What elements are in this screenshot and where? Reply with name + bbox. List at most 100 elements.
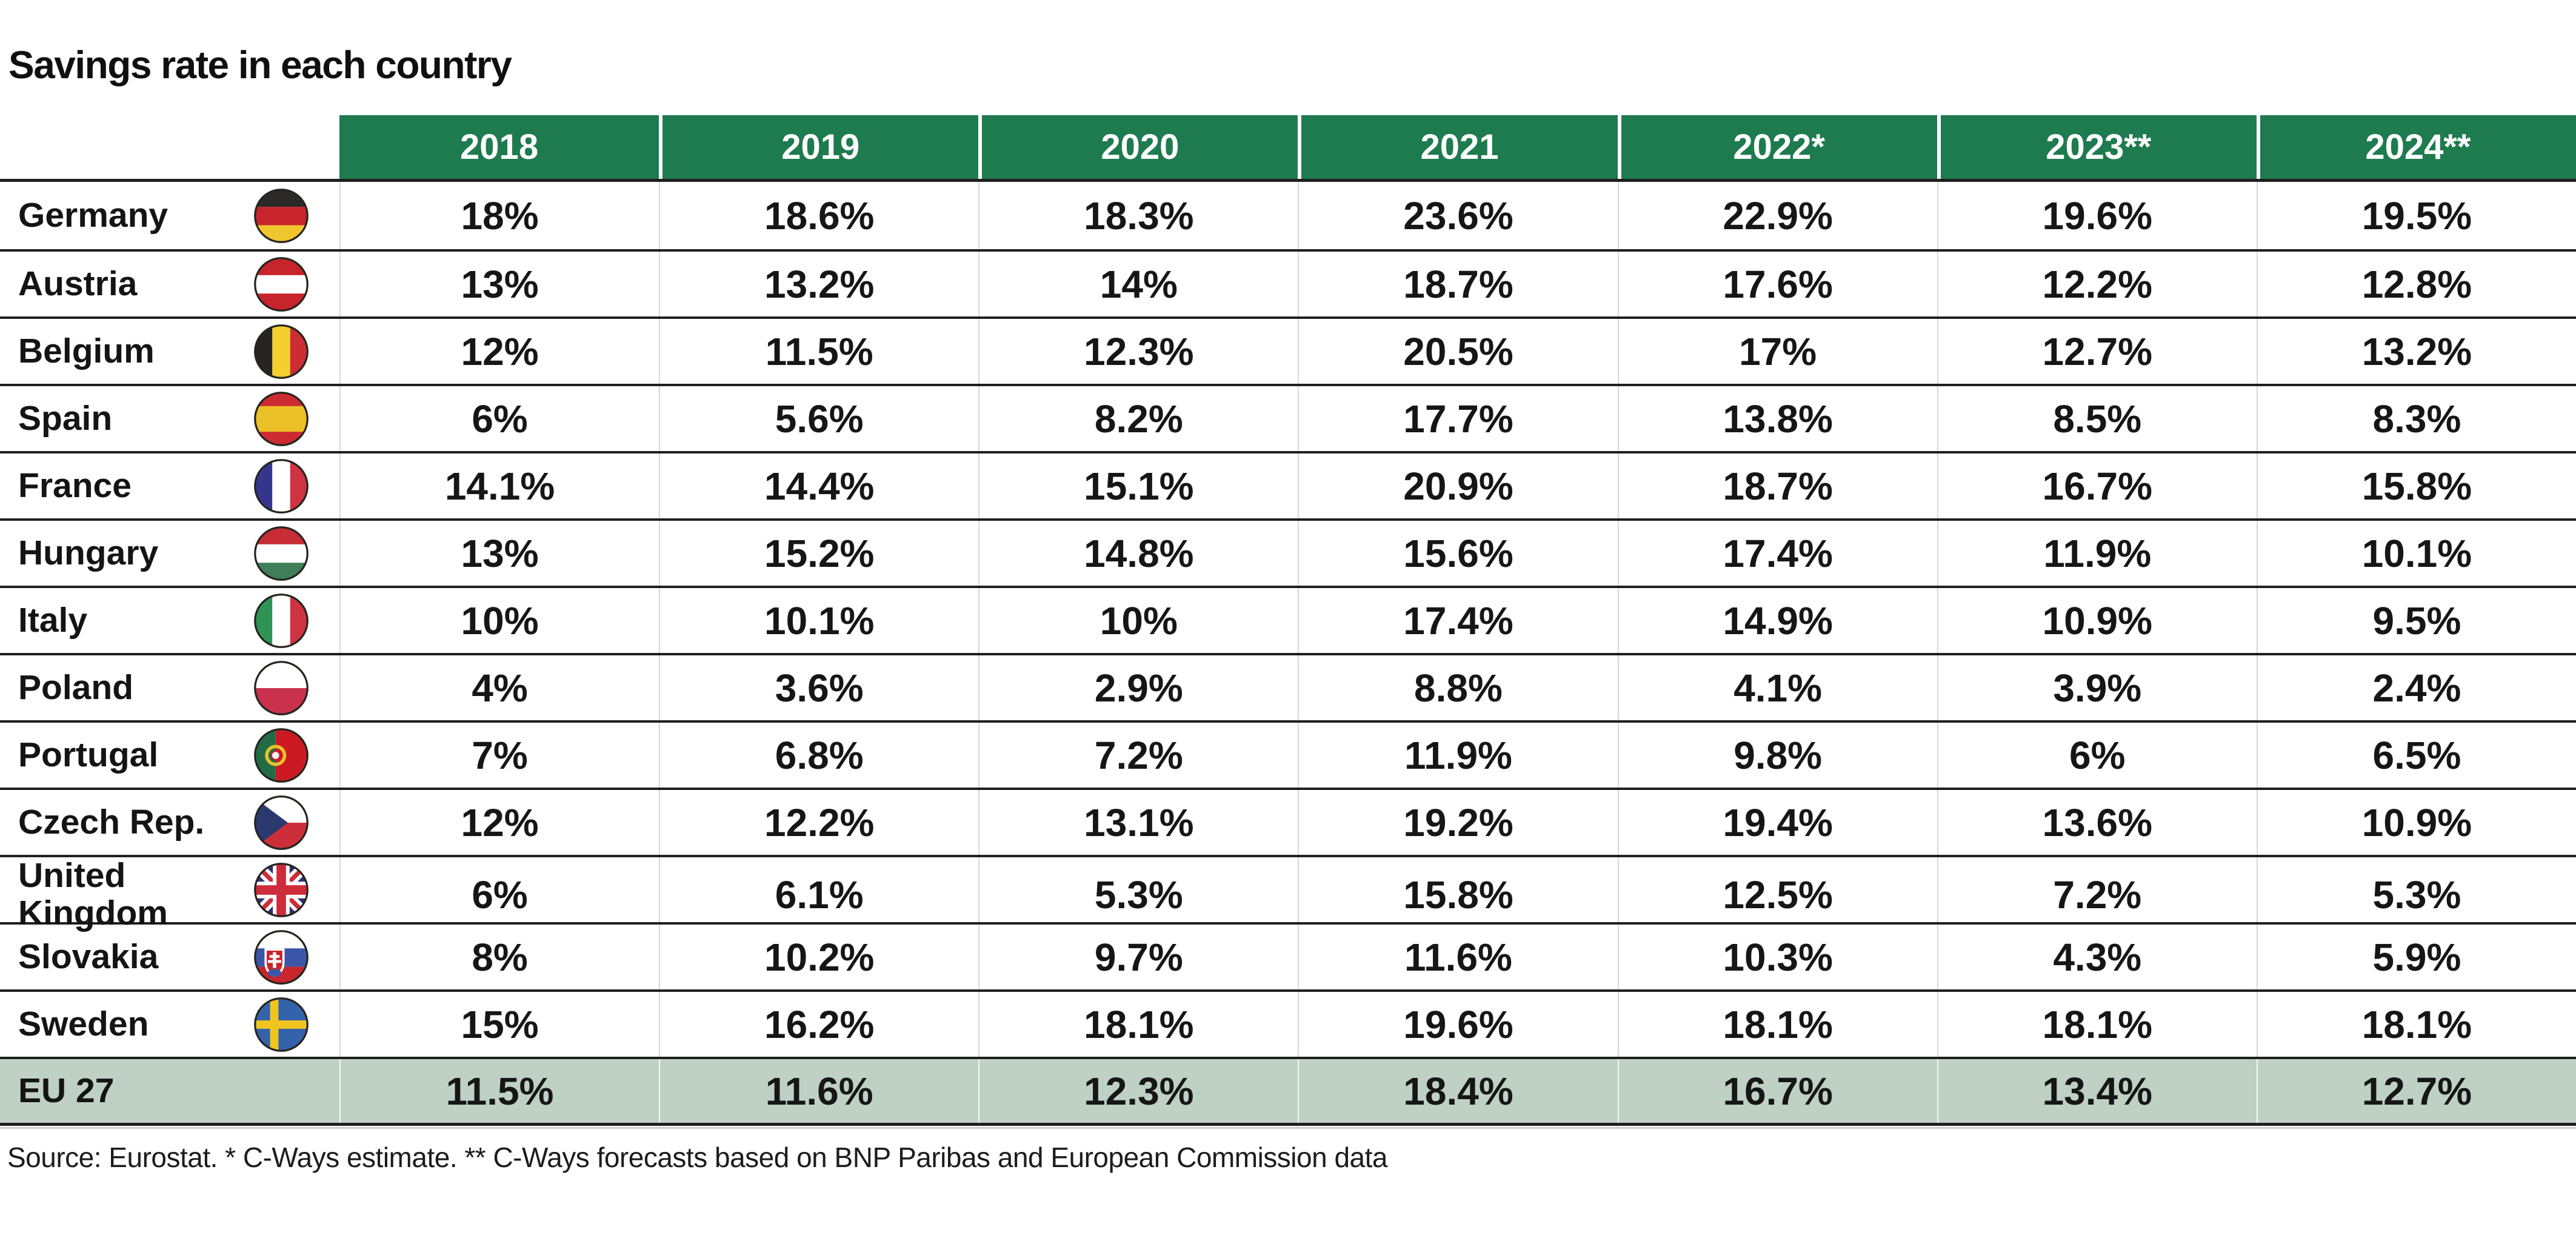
value-cell: 8.3%: [2256, 386, 2576, 451]
value-cell: 10.1%: [2256, 521, 2576, 586]
value-cell: 18.1%: [978, 992, 1298, 1057]
country-cell: Spain: [0, 386, 339, 451]
value-cell: 19.5%: [2256, 182, 2576, 249]
value-cell: 12.8%: [2256, 252, 2576, 316]
value-cell: 17.7%: [1298, 386, 1617, 451]
value-cell: 6.5%: [2256, 723, 2576, 788]
flag-icon-hungary: [253, 526, 309, 581]
value-cell: 4.1%: [1617, 655, 1937, 720]
value-cell: 13.2%: [659, 252, 978, 316]
value-cell: 11.6%: [659, 1059, 978, 1123]
value-cell: 13.4%: [1937, 1059, 2257, 1123]
value-cell: 17%: [1617, 319, 1937, 384]
country-label: Poland: [18, 668, 134, 707]
country-label: Portugal: [18, 735, 159, 774]
country-cell: Czech Rep.: [0, 790, 339, 855]
value-cell: 11.9%: [1298, 723, 1617, 788]
country-cell: United Kingdom: [0, 857, 339, 932]
value-cell: 12.3%: [978, 1059, 1298, 1123]
country-cell: Slovakia: [0, 925, 339, 989]
country-label: Belgium: [18, 331, 155, 370]
value-cell: 11.5%: [339, 1059, 659, 1123]
table-row-austria: Austria 13% 13.2% 14% 18.7% 17.6% 12.2% 12.8%: [0, 249, 2576, 316]
table-row-germany: Germany 18% 18.6% 18.3% 23.6% 22.9% 19.6% 19.5%: [0, 182, 2576, 249]
flag-icon-poland: [253, 660, 309, 716]
value-cell: 17.4%: [1298, 588, 1617, 653]
value-cell: 8%: [339, 925, 659, 989]
value-cell: 6%: [339, 857, 659, 932]
flag-icon-spain: [253, 391, 309, 447]
value-cell: 5.3%: [978, 857, 1298, 932]
value-cell: 14.8%: [978, 521, 1298, 586]
flag-icon-portugal: [253, 728, 309, 783]
value-cell: 8.5%: [1937, 386, 2257, 451]
country-label: Sweden: [18, 1004, 149, 1043]
flag-icon-slovakia: [253, 929, 309, 985]
value-cell: 4.3%: [1937, 925, 2257, 989]
value-cell: 10.9%: [1937, 588, 2257, 653]
value-cell: 6%: [1937, 723, 2257, 788]
value-cell: 18%: [339, 182, 659, 249]
value-cell: 13%: [339, 521, 659, 586]
header-cell-2020: 2020: [978, 115, 1298, 179]
flag-icon-france: [253, 458, 309, 514]
country-cell: Italy: [0, 588, 339, 653]
source-note: Source: Eurostat. * C-Ways estimate. ** …: [7, 1142, 1388, 1173]
country-label: France: [18, 466, 132, 505]
table-row-sweden: Sweden 15% 16.2% 18.1% 19.6% 18.1% 18.1% 18.1%: [0, 989, 2576, 1057]
value-cell: 7.2%: [978, 723, 1298, 788]
value-cell: 20.5%: [1298, 319, 1617, 384]
value-cell: 10%: [339, 588, 659, 653]
value-cell: 6%: [339, 386, 659, 451]
table-row-italy: Italy 10% 10.1% 10% 17.4% 14.9% 10.9% 9.5%: [0, 586, 2576, 653]
country-cell: Belgium: [0, 319, 339, 384]
country-label: EU 27: [18, 1071, 115, 1110]
table-row-france: France 14.1% 14.4% 15.1% 20.9% 18.7% 16.7% 15.8…: [0, 451, 2576, 518]
table-row-portugal: Portugal 7% 6.8% 7.2% 11.9% 9.8% 6% 6.5%: [0, 720, 2576, 788]
flag-icon-sweden: [253, 997, 309, 1052]
value-cell: 3.6%: [659, 655, 978, 720]
value-cell: 13.6%: [1937, 790, 2257, 855]
flag-icon-italy: [253, 593, 309, 649]
value-cell: 19.6%: [1298, 992, 1617, 1057]
value-cell: 12%: [339, 790, 659, 855]
flag-icon-czechia: [253, 795, 309, 851]
header-cell-2022: 2022*: [1617, 115, 1937, 179]
country-cell: Poland: [0, 655, 339, 720]
value-cell: 8.2%: [978, 386, 1298, 451]
value-cell: 18.7%: [1617, 453, 1937, 518]
table-body: Germany 18% 18.6% 18.3% 23.6% 22.9% 19.6% 19.5%…: [0, 182, 2576, 1126]
value-cell: 7.2%: [1937, 857, 2257, 932]
table-row-united-kingdom: United Kingdom 6% 6.1% 5.3% 15.8% 12.5% 7.2% 5.…: [0, 855, 2576, 932]
value-cell: 5.9%: [2256, 925, 2576, 989]
flag-icon-austria: [253, 256, 309, 312]
flag-icon-belgium: [253, 324, 309, 380]
value-cell: 11.5%: [659, 319, 978, 384]
value-cell: 14.9%: [1617, 588, 1937, 653]
value-cell: 16.2%: [659, 992, 978, 1057]
value-cell: 22.9%: [1617, 182, 1937, 249]
value-cell: 12%: [339, 319, 659, 384]
country-cell: EU 27: [0, 1059, 339, 1123]
country-cell: France: [0, 453, 339, 518]
value-cell: 6.8%: [659, 723, 978, 788]
value-cell: 17.6%: [1617, 252, 1937, 316]
value-cell: 18.6%: [659, 182, 978, 249]
country-label: Germany: [18, 195, 169, 235]
value-cell: 15.1%: [978, 453, 1298, 518]
value-cell: 5.3%: [2256, 857, 2576, 932]
table-row-czech-rep: Czech Rep. 12% 12.2% 13.1% 19.2% 19.4% 13.6% 10…: [0, 788, 2576, 855]
value-cell: 5.6%: [659, 386, 978, 451]
table-row-poland: Poland 4% 3.6% 2.9% 8.8% 4.1% 3.9% 2.4%: [0, 653, 2576, 720]
savings-table: 2018 2019 2020 2021 2022* 2023** 2024** German…: [0, 115, 2576, 1129]
value-cell: 19.4%: [1617, 790, 1937, 855]
country-label: United Kingdom: [18, 856, 168, 932]
country-cell: Germany: [0, 182, 339, 249]
value-cell: 9.8%: [1617, 723, 1937, 788]
value-cell: 23.6%: [1298, 182, 1617, 249]
country-cell: Austria: [0, 252, 339, 316]
value-cell: 12.5%: [1617, 857, 1937, 932]
country-label: Spain: [18, 398, 113, 438]
table-row-hungary: Hungary 13% 15.2% 14.8% 15.6% 17.4% 11.9% 10.1%: [0, 518, 2576, 586]
value-cell: 4%: [339, 655, 659, 720]
